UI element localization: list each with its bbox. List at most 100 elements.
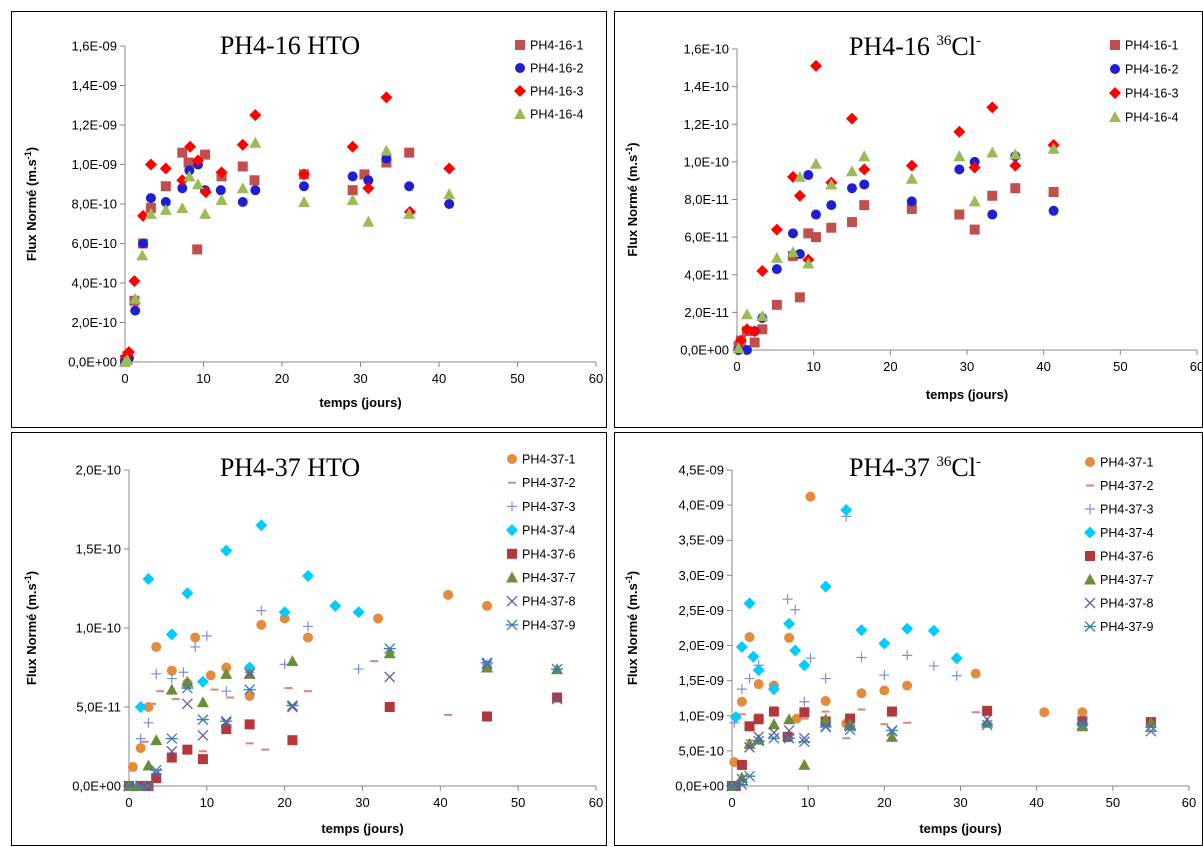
x-tick-label: 30	[353, 371, 367, 386]
legend-label: PH4-37-8	[522, 595, 576, 609]
legend-marker	[507, 501, 517, 512]
y-tick-label: 0,0E+00	[680, 343, 729, 358]
data-point	[130, 305, 141, 316]
data-point	[794, 292, 805, 303]
legend-label: PH4-16-4	[530, 108, 584, 122]
y-tick-label: 1,0E-09	[678, 708, 724, 723]
data-point	[150, 764, 163, 776]
y-tick-label: 1,4E-10	[683, 79, 729, 94]
data-point	[767, 683, 780, 696]
data-point	[144, 207, 157, 219]
series-ph4-37-4	[134, 519, 365, 713]
data-point	[846, 112, 858, 125]
series-ph4-16-3	[734, 59, 1060, 347]
data-point	[190, 641, 201, 652]
chart-title: PH4-16 HTO	[220, 31, 360, 60]
data-point	[279, 613, 290, 624]
legend-label: PH4-37-7	[1100, 573, 1154, 587]
axes: 0,0E+00 5,0E-11 1,0E-10 1,5E-10 2,0E-10 0 10 20…	[72, 463, 603, 811]
y-tick-label: 1,6E-09	[71, 39, 117, 54]
data-point	[383, 643, 396, 654]
data-point	[1010, 183, 1021, 194]
x-tick-label: 0	[125, 795, 132, 810]
x-tick-label: 20	[877, 795, 891, 810]
data-point	[736, 696, 747, 707]
data-point	[303, 621, 314, 632]
data-point	[726, 780, 738, 792]
data-point	[197, 754, 208, 765]
x-axis-title: temps (jours)	[319, 395, 401, 410]
data-point	[906, 196, 917, 207]
series-ph4-37-7	[726, 713, 1157, 791]
legend-marker	[514, 108, 526, 119]
data-point	[404, 181, 415, 192]
data-point	[1144, 725, 1157, 737]
legend-label: PH4-16-1	[1125, 39, 1179, 53]
data-point	[481, 657, 494, 669]
x-tick-label: 10	[200, 795, 214, 810]
data-point	[150, 734, 163, 746]
data-point	[159, 203, 172, 215]
y-tick-label: 1,0E-10	[683, 154, 729, 169]
data-point	[799, 707, 810, 718]
data-point	[481, 658, 493, 670]
x-tick-label: 60	[589, 371, 603, 386]
data-point	[858, 150, 871, 162]
data-point	[844, 724, 857, 736]
data-point	[481, 661, 494, 673]
data-point	[768, 727, 780, 739]
data-point	[986, 146, 999, 158]
data-point	[250, 185, 261, 196]
data-point	[753, 679, 764, 690]
data-point	[799, 696, 810, 707]
data-point	[182, 744, 193, 755]
data-point	[756, 310, 769, 322]
legend-label: PH4-37-3	[1100, 503, 1154, 517]
series-ph4-37-8	[726, 713, 1157, 792]
y-tick-label: 8,0E-10	[71, 197, 117, 212]
y-tick-label: 1,4E-09	[71, 78, 117, 93]
data-point	[744, 632, 755, 643]
series-ph4-37-4	[729, 504, 963, 724]
data-point	[783, 725, 795, 736]
data-point	[981, 713, 993, 725]
data-point	[181, 698, 193, 710]
data-point	[810, 232, 821, 243]
data-point	[383, 647, 396, 659]
x-tick-label: 20	[275, 371, 289, 386]
data-point	[784, 632, 795, 643]
data-point	[810, 209, 821, 220]
legend-marker	[1085, 551, 1095, 561]
data-point	[443, 188, 456, 200]
x-tick-label: 40	[433, 795, 447, 810]
data-point	[987, 190, 998, 201]
data-point	[819, 580, 832, 593]
data-point	[221, 662, 232, 673]
data-point	[138, 238, 149, 249]
data-point	[176, 201, 189, 213]
chart-title: PH4-16 36Cl-	[849, 32, 981, 61]
data-point	[220, 717, 232, 729]
data-point	[856, 652, 867, 663]
x-tick-label: 60	[1182, 795, 1196, 810]
data-point	[928, 660, 939, 671]
x-tick-label: 20	[277, 795, 291, 810]
data-point	[177, 147, 188, 158]
chart-title: PH4-37 HTO	[220, 453, 360, 482]
x-tick-label: 60	[1190, 359, 1203, 374]
data-point	[859, 200, 870, 211]
data-point	[237, 161, 248, 172]
data-point	[1076, 720, 1089, 732]
data-point	[215, 194, 228, 206]
legend-label: PH4-37-9	[1100, 620, 1154, 634]
legend-label: PH4-37-4	[522, 524, 576, 538]
y-tick-label: 1,6E-10	[683, 42, 729, 57]
data-point	[159, 162, 172, 175]
data-point	[901, 622, 914, 635]
data-point	[134, 701, 147, 713]
data-point	[968, 195, 981, 207]
legend-label: PH4-37-4	[1100, 526, 1154, 540]
x-axis-title: temps (jours)	[321, 821, 403, 836]
data-point	[136, 249, 149, 261]
legend-label: PH4-16-3	[530, 85, 584, 99]
